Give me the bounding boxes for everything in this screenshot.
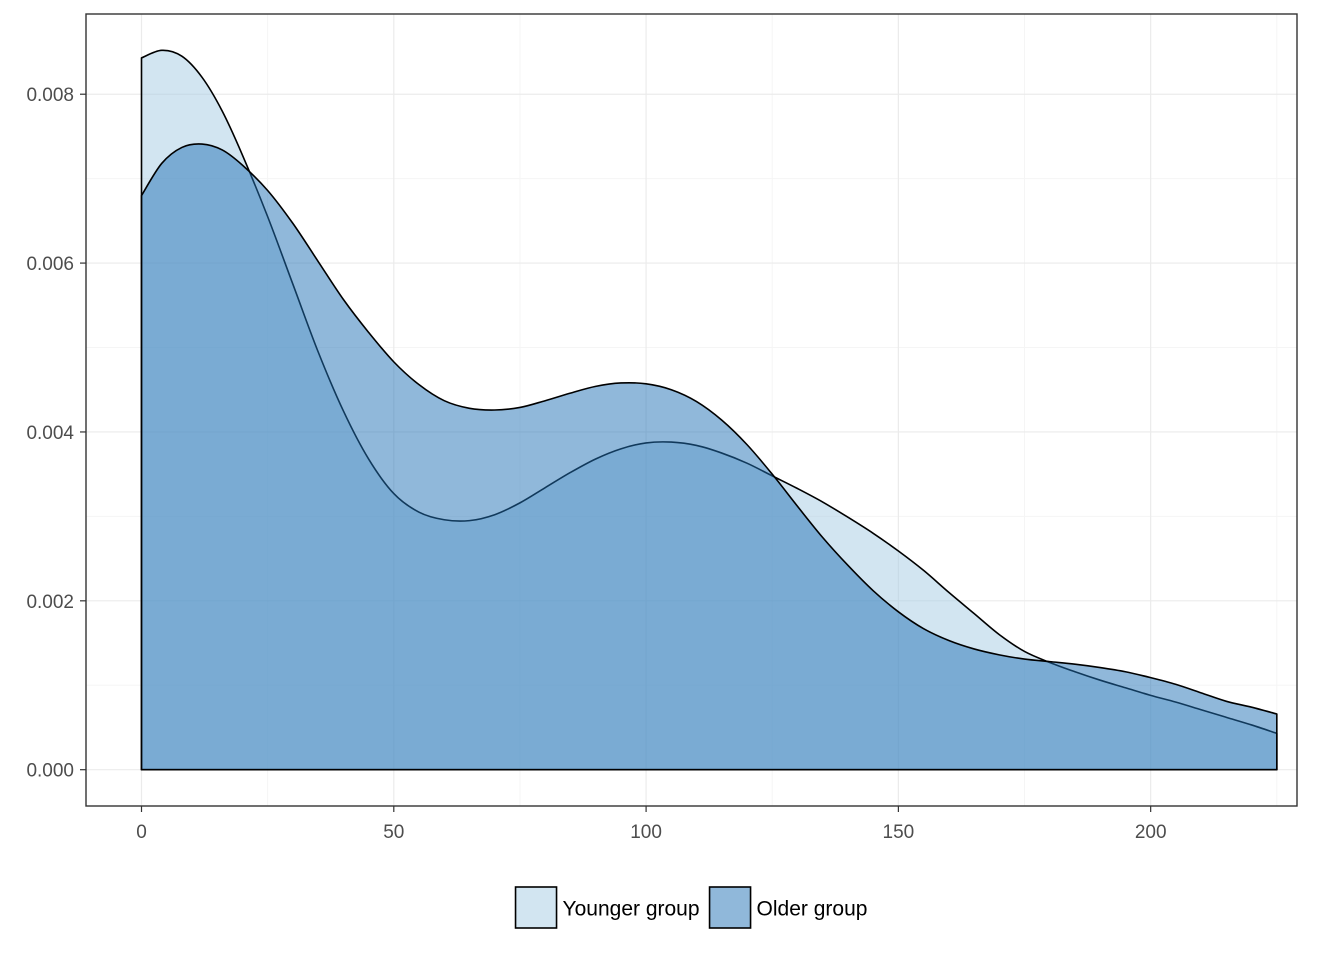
density-area-older-group: [140, 143, 1278, 771]
legend-label-older-group: Older group: [757, 898, 868, 921]
y-tick-label: 0.004: [26, 423, 74, 444]
legend-key-younger-group: [514, 886, 558, 929]
x-tick-label: 50: [383, 822, 404, 843]
x-tick-label: 100: [630, 822, 662, 843]
y-tick-label: 0.002: [26, 592, 74, 613]
x-tick-label: 0: [136, 822, 147, 843]
y-tick-label: 0.000: [26, 761, 74, 782]
y-tick-label: 0.006: [26, 254, 74, 275]
panel-border: [85, 13, 1298, 807]
legend-label-younger-group: Younger group: [563, 898, 700, 921]
x-tick-label: 200: [1135, 822, 1167, 843]
y-axis: 0.000 0.002 0.004 0.006 0.008: [26, 85, 86, 782]
x-axis: 0 50 100 150 200: [136, 806, 1167, 843]
y-tick-label: 0.008: [26, 85, 74, 106]
x-tick-label: 150: [883, 822, 915, 843]
legend-key-older-group: [708, 886, 752, 929]
legend: Younger group Older group: [514, 886, 868, 929]
density-areas: [140, 49, 1278, 771]
